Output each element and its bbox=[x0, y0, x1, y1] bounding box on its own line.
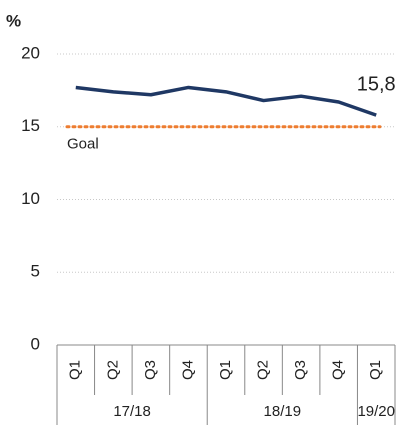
x-tick-label: Q1 bbox=[67, 360, 84, 380]
y-tick-label: 20 bbox=[21, 43, 40, 62]
y-tick-label: 10 bbox=[21, 189, 40, 208]
x-tick-label: Q2 bbox=[255, 360, 272, 380]
x-tick-label: Q1 bbox=[217, 360, 234, 380]
goal-label: Goal bbox=[67, 136, 99, 153]
group-label: 17/18 bbox=[113, 403, 151, 420]
x-tick-label: Q3 bbox=[142, 360, 159, 380]
y-tick-label: 0 bbox=[31, 334, 40, 353]
y-tick-label: 15 bbox=[21, 116, 40, 135]
x-tick-label: Q4 bbox=[179, 360, 196, 380]
x-tick-label: Q2 bbox=[104, 360, 121, 380]
data-label: 15,8 bbox=[357, 73, 396, 95]
line-series bbox=[75, 85, 377, 117]
group-label: 18/19 bbox=[264, 403, 302, 420]
x-tick-label: Q4 bbox=[330, 360, 347, 380]
x-tick-label: Q1 bbox=[367, 360, 384, 380]
x-tick-label: Q3 bbox=[292, 360, 309, 380]
group-label: 19/20 bbox=[357, 403, 395, 420]
y-axis-label: % bbox=[6, 11, 21, 30]
y-tick-label: 5 bbox=[31, 262, 40, 281]
